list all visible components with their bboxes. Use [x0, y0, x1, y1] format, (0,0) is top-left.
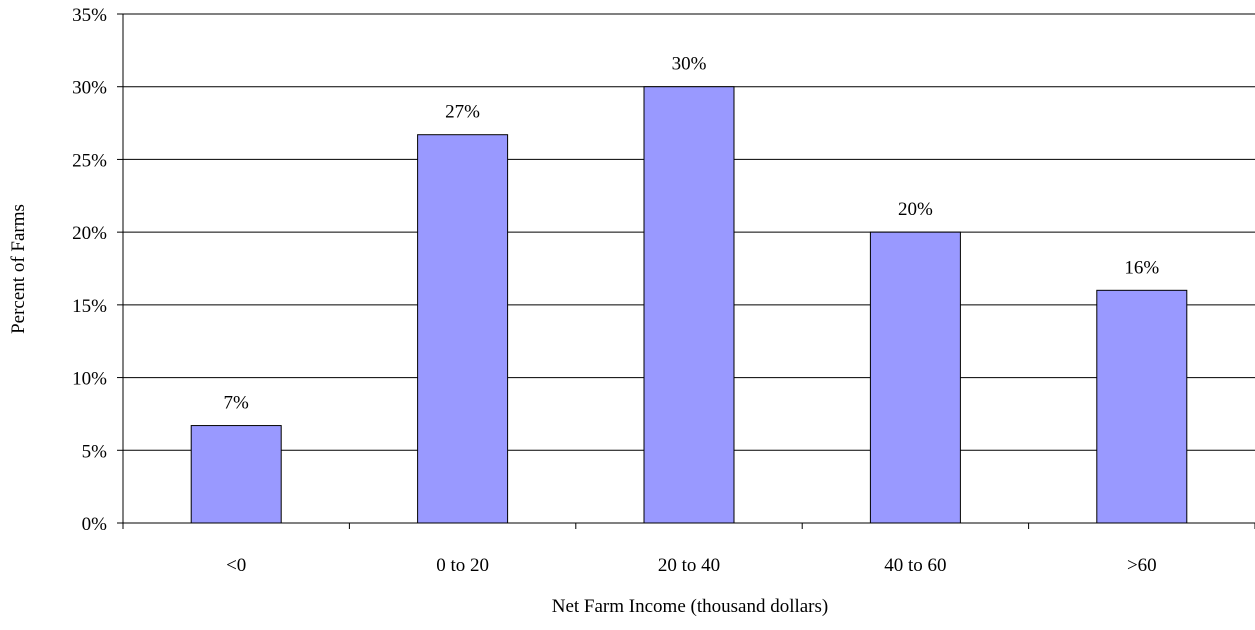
data-label: 16% — [1124, 257, 1159, 278]
x-tick-label: 20 to 40 — [658, 555, 720, 576]
x-tick-label: 40 to 60 — [884, 555, 946, 576]
y-tick-label: 20% — [72, 223, 107, 244]
y-tick-label: 30% — [72, 78, 107, 99]
y-axis-title: Percent of Farms — [8, 204, 29, 334]
data-label: 7% — [224, 393, 250, 414]
bars — [190, 86, 1188, 524]
y-tick-label: 0% — [82, 514, 108, 535]
x-axis-title: Net Farm Income (thousand dollars) — [552, 596, 828, 617]
x-tick-label: <0 — [226, 555, 246, 576]
bar — [643, 86, 735, 524]
x-tick-label: 0 to 20 — [436, 555, 489, 576]
bar — [1096, 289, 1188, 524]
data-labels: 7% 27% 30% 20% 16% — [224, 54, 1160, 414]
x-tick-label: >60 — [1127, 555, 1157, 576]
data-label: 27% — [445, 102, 480, 123]
data-label: 20% — [898, 199, 933, 220]
y-tick-label: 5% — [82, 441, 108, 462]
y-tick-label: 25% — [72, 150, 107, 171]
bar — [869, 231, 961, 524]
x-axis: <0 0 to 20 20 to 40 40 to 60 >60 — [122, 523, 1255, 576]
y-tick-label: 10% — [72, 369, 107, 390]
bar — [417, 134, 509, 524]
data-label: 30% — [672, 54, 707, 75]
bar — [190, 425, 282, 524]
y-axis: 0% 5% 10% 15% 20% 25% 30% 35% — [72, 5, 123, 535]
y-tick-label: 35% — [72, 5, 107, 26]
y-tick-label: 15% — [72, 296, 107, 317]
